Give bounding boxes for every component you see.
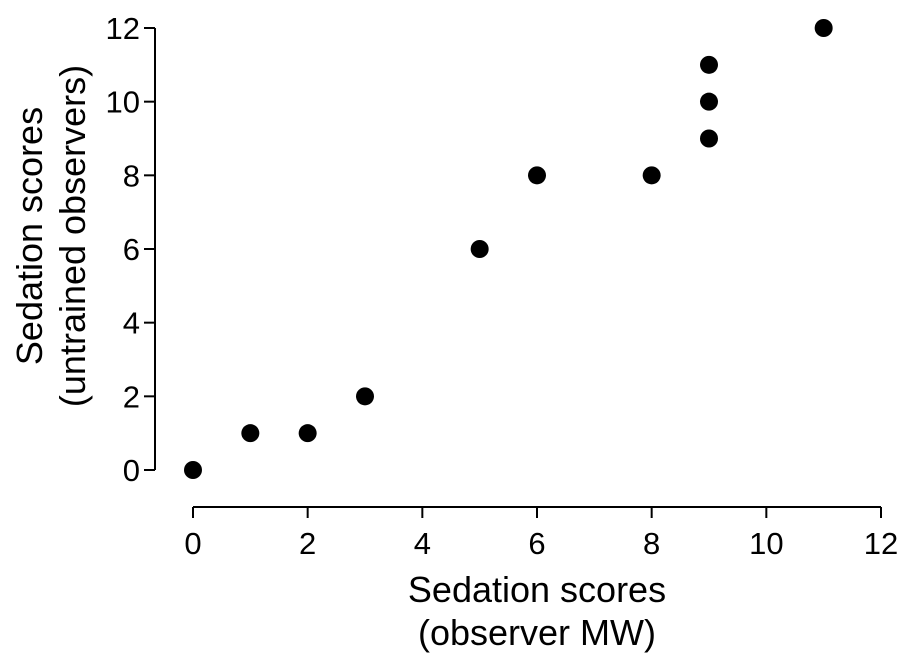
y-tick-label: 6 xyxy=(123,232,140,267)
data-point xyxy=(814,19,833,37)
data-point xyxy=(642,166,661,185)
data-point xyxy=(356,387,374,406)
y-axis-title-line-1: Sedation scores xyxy=(9,107,50,365)
x-tick-label: 8 xyxy=(643,526,660,561)
data-point xyxy=(298,424,317,443)
y-axis: 0 2 4 6 8 10 12 xyxy=(106,11,156,488)
y-tick-label: 12 xyxy=(106,11,140,46)
data-point xyxy=(241,424,260,443)
data-point xyxy=(528,166,546,185)
data-point xyxy=(700,55,718,74)
x-tick-label: 10 xyxy=(749,526,783,561)
data-points xyxy=(184,19,833,479)
y-axis-title-line-2: (untrained observers) xyxy=(52,65,93,407)
x-axis-title-line-1: Sedation scores xyxy=(408,569,666,610)
x-tick-label: 6 xyxy=(528,526,545,561)
x-axis-title-line-2: (observer MW) xyxy=(418,612,656,653)
y-tick-label: 0 xyxy=(123,453,140,488)
y-tick-label: 8 xyxy=(123,158,140,193)
x-tick-label: 2 xyxy=(299,526,316,561)
x-tick-label: 12 xyxy=(864,526,898,561)
x-axis: 0 2 4 6 8 10 12 xyxy=(184,506,898,561)
x-tick-label: 0 xyxy=(184,526,201,561)
data-point xyxy=(700,92,718,111)
x-tick-label: 4 xyxy=(414,526,431,561)
data-point xyxy=(184,461,202,479)
data-point xyxy=(470,240,489,258)
data-point xyxy=(700,129,718,148)
y-tick-label: 4 xyxy=(123,306,140,341)
y-tick-label: 10 xyxy=(106,85,140,120)
y-tick-label: 2 xyxy=(123,379,140,414)
